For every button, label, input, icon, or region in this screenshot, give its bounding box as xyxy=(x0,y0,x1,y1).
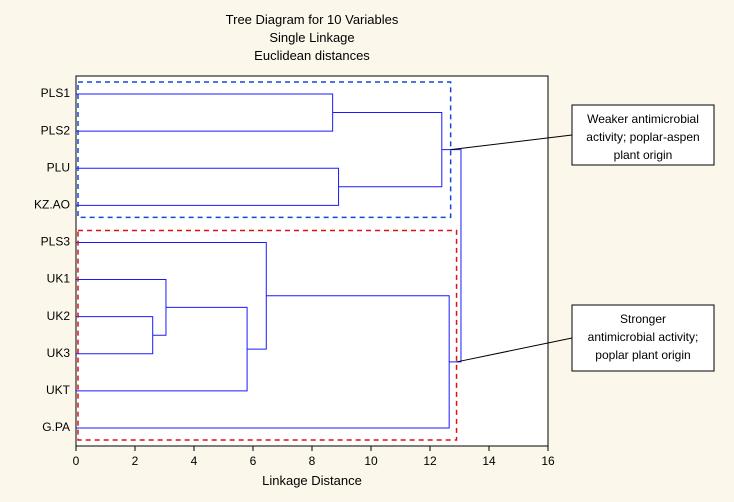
title-line-2: Euclidean distances xyxy=(254,48,370,63)
y-label-UK2: UK2 xyxy=(47,309,71,323)
y-label-PLS3: PLS3 xyxy=(41,235,71,249)
y-label-G.PA: G.PA xyxy=(42,420,70,434)
figure-root: Tree Diagram for 10 Variables Single Link… xyxy=(0,0,734,502)
x-tick-label: 0 xyxy=(73,454,80,468)
callout-0-line-0: Weaker antimicrobial xyxy=(587,112,699,126)
callout-1-line-1: antimicrobial activity; xyxy=(588,330,699,344)
y-label-PLU: PLU xyxy=(47,160,70,174)
x-tick-label: 8 xyxy=(309,454,316,468)
x-tick-label: 10 xyxy=(364,454,378,468)
callout-0-line-1: activity; poplar-aspen xyxy=(586,130,699,144)
x-tick-label: 14 xyxy=(482,454,496,468)
y-label-PLS2: PLS2 xyxy=(41,123,71,137)
dendrogram-figure-svg: Tree Diagram for 10 Variables Single Link… xyxy=(0,0,734,502)
x-tick-label: 6 xyxy=(250,454,257,468)
callout-1-line-0: Stronger xyxy=(620,312,666,326)
callout-1-line-2: poplar plant origin xyxy=(595,348,690,362)
x-tick-label: 2 xyxy=(132,454,139,468)
y-label-UKT: UKT xyxy=(46,383,71,397)
y-label-PLS1: PLS1 xyxy=(41,86,71,100)
x-tick-label: 16 xyxy=(541,454,555,468)
y-label-UK1: UK1 xyxy=(47,272,71,286)
x-tick-label: 12 xyxy=(423,454,437,468)
x-axis-label: Linkage Distance xyxy=(262,473,362,488)
title-line-1: Single Linkage xyxy=(269,30,354,45)
callout-0-line-2: plant origin xyxy=(614,148,673,162)
title-line-0: Tree Diagram for 10 Variables xyxy=(226,12,399,27)
x-tick-label: 4 xyxy=(191,454,198,468)
y-label-UK3: UK3 xyxy=(47,346,71,360)
y-label-KZ.AO: KZ.AO xyxy=(34,198,70,212)
